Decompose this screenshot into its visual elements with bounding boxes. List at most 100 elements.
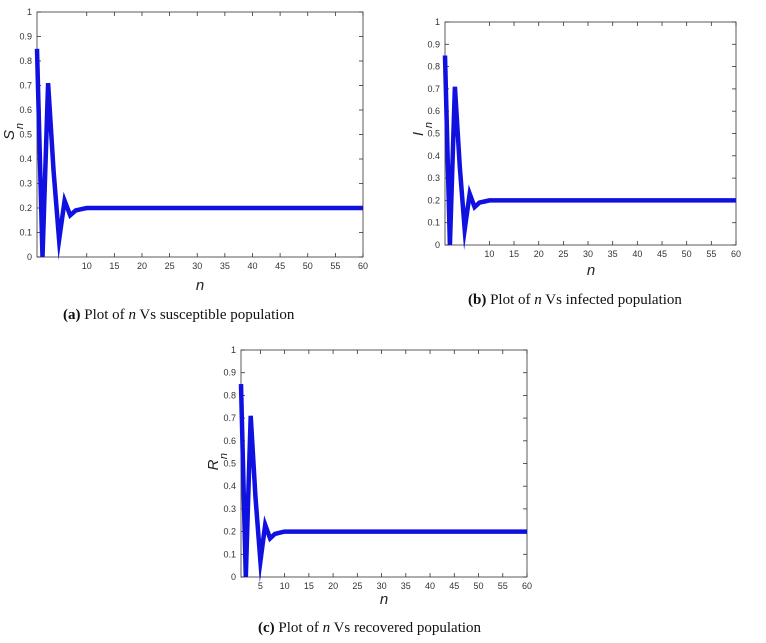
- y-tick-label: 0.1: [19, 228, 32, 238]
- y-tick-label: 0.7: [427, 84, 440, 94]
- x-tick-label: 55: [706, 249, 716, 259]
- y-tick-label: 0.2: [427, 195, 440, 205]
- x-axis-label: n: [196, 277, 204, 294]
- x-tick-label: 50: [682, 249, 692, 259]
- x-tick-label: 60: [522, 581, 532, 591]
- x-tick-label: 50: [303, 261, 313, 271]
- caption-c-pre: Plot of: [278, 620, 319, 636]
- plot-frame: [240, 349, 528, 578]
- chart-panel-c: 0 0.1 0.2 0.3 0.4 0.5 0.6 0.7 0.8 0.9 1 5 10 15 20 25 30…: [195, 338, 545, 613]
- x-tick-label: 30: [583, 249, 593, 259]
- y-tick-label: 0.3: [19, 179, 32, 189]
- caption-c-tag: (c): [258, 620, 275, 636]
- y-axis-label: In: [410, 122, 435, 136]
- y-tick-label: 0.4: [19, 154, 32, 164]
- y-tick-label: 0.5: [223, 459, 236, 469]
- y-axis-label-main: R: [205, 459, 222, 470]
- x-tick-label: 40: [247, 261, 257, 271]
- y-tick-label: 0.4: [223, 481, 236, 491]
- x-tick-label: 55: [498, 581, 508, 591]
- x-tick-label: 20: [137, 261, 147, 271]
- x-tick-label: 25: [165, 261, 175, 271]
- x-tick-label: 30: [377, 581, 387, 591]
- y-tick-label: 1: [231, 345, 236, 355]
- y-axis-label-subscript: n: [218, 453, 230, 459]
- y-tick-label: 0.9: [223, 368, 236, 378]
- y-axis-label: Sn: [1, 123, 26, 140]
- caption-a-pre: Plot of: [84, 307, 125, 323]
- series-line: [34, 48, 363, 261]
- y-tick-label: 0.8: [427, 62, 440, 72]
- x-tick-label: 10: [82, 261, 92, 271]
- chart-panel-b: 0 0.1 0.2 0.3 0.4 0.5 0.6 0.7 0.8 0.9 1 10 15 20 25 30 3…: [400, 10, 766, 285]
- x-tick-label: 10: [280, 581, 290, 591]
- x-tick-label: 45: [449, 581, 459, 591]
- caption-a-post: Vs susceptible population: [139, 307, 295, 323]
- y-tick-label: 0.5: [19, 130, 32, 140]
- y-tick-label: 0.3: [427, 173, 440, 183]
- x-tick-label: 50: [474, 581, 484, 591]
- series-line: [442, 55, 736, 251]
- x-axis-label: n: [587, 262, 595, 279]
- y-tick-label: 1: [27, 7, 32, 17]
- x-tick-label: 35: [608, 249, 618, 259]
- x-tick-label: 40: [632, 249, 642, 259]
- x-tick-label: 60: [358, 261, 368, 271]
- y-tick-label: 0.1: [223, 549, 236, 559]
- x-tick-label: 20: [328, 581, 338, 591]
- caption-a-tag: (a): [63, 307, 81, 323]
- y-tick-label: 0: [27, 252, 32, 262]
- x-tick-label: 55: [330, 261, 340, 271]
- x-tick-label: 15: [109, 261, 119, 271]
- x-tick-label: 15: [509, 249, 519, 259]
- x-tick-label: 25: [352, 581, 362, 591]
- y-tick-label: 0.8: [19, 56, 32, 66]
- chart-panel-a: 0 0.1 0.2 0.3 0.4 0.5 0.6 0.7 0.8 0.9 1 10 15 20 25 30 3…: [0, 0, 380, 300]
- caption-b-tag: (b): [468, 292, 487, 308]
- caption-c: (c) Plot of n Vs recovered population: [258, 620, 481, 637]
- y-tick-label: 0.6: [223, 436, 236, 446]
- caption-c-post: Vs recovered population: [333, 620, 482, 636]
- chart-c-svg: 00.10.20.30.40.50.60.70.80.915 10 15 20 25 30…: [205, 345, 532, 608]
- y-axis-label-main: S: [1, 130, 18, 140]
- caption-b: (b) Plot of n Vs infected population: [468, 292, 682, 309]
- plot-frame: [36, 11, 364, 258]
- y-tick-label: 0.7: [19, 81, 32, 91]
- x-axis-label: n: [380, 591, 388, 608]
- y-tick-label: 0.6: [427, 106, 440, 116]
- y-tick-label: 0.1: [427, 218, 440, 228]
- y-axis-label-subscript: n: [14, 123, 26, 129]
- caption-c-var: n: [322, 620, 331, 636]
- y-tick-label: 0.3: [223, 504, 236, 514]
- x-tick-label: 30: [192, 261, 202, 271]
- y-tick-label: 0.8: [223, 390, 236, 400]
- y-tick-label: 0.6: [19, 105, 32, 115]
- y-axis-label-subscript: n: [423, 122, 435, 128]
- y-axis-label-main: I: [410, 132, 427, 136]
- caption-b-pre: Plot of: [490, 292, 531, 308]
- x-tick-label: 45: [275, 261, 285, 271]
- y-tick-label: 0: [231, 572, 236, 582]
- y-tick-label: 0.2: [223, 527, 236, 537]
- x-tick-label: 10: [484, 249, 494, 259]
- caption-a: (a) Plot of n Vs susceptible population: [63, 307, 294, 324]
- x-tick-label: 40: [425, 581, 435, 591]
- y-tick-label: 0.7: [223, 413, 236, 423]
- series-line: [238, 384, 527, 583]
- y-tick-label: 0.9: [19, 32, 32, 42]
- x-tick-label: 25: [558, 249, 568, 259]
- x-tick-label: 60: [731, 249, 741, 259]
- chart-b-svg: 0 0.1 0.2 0.3 0.4 0.5 0.6 0.7 0.8 0.9 1 10 15 20 25 30 3…: [410, 17, 741, 279]
- caption-b-var: n: [534, 292, 542, 308]
- y-tick-label: 1: [435, 17, 440, 27]
- x-tick-label: 5: [258, 581, 263, 591]
- y-tick-label: 0.5: [427, 129, 440, 139]
- x-tick-label: 35: [220, 261, 230, 271]
- x-tick-label: 15: [304, 581, 314, 591]
- plot-frame: [444, 21, 737, 246]
- y-tick-label: 0.2: [19, 203, 32, 213]
- y-axis-label: Rn: [205, 453, 230, 470]
- y-tick-label: 0.9: [427, 39, 440, 49]
- caption-a-var: n: [128, 307, 136, 323]
- x-tick-label: 20: [534, 249, 544, 259]
